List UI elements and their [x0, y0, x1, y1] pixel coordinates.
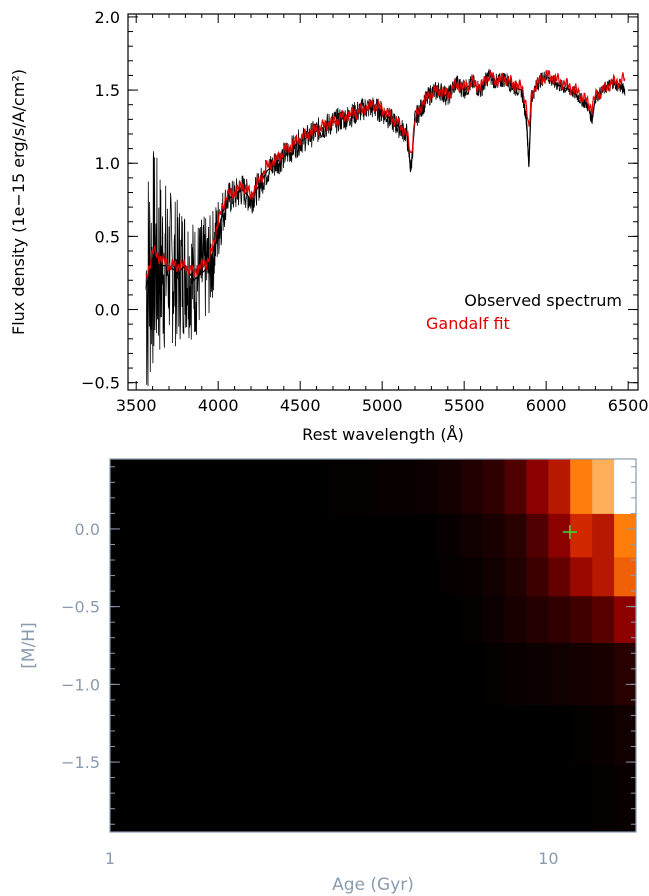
heatmap-cell [614, 459, 637, 514]
spectrum-x-tick-label: 6500 [608, 396, 649, 415]
spectrum-y-tick-label: 2.0 [95, 8, 120, 27]
heatmap-cells [329, 459, 637, 833]
spectrum-x-tick-label: 6000 [526, 396, 567, 415]
heatmap-cell [504, 642, 527, 706]
heatmap-cell [614, 556, 637, 597]
heatmap-cell [504, 459, 527, 514]
spectrum-plot-frame [127, 13, 639, 391]
heatmap-cell [570, 704, 593, 766]
heatmap-cell [526, 459, 549, 514]
spectrum-x-tick-label: 5500 [444, 396, 485, 415]
heatmap-y-tick-label: −1.5 [61, 753, 100, 772]
heatmap-panel: 1 10 −1.5 −1.0 −0.5 0.0 Age (Gyr) [M/H] [19, 458, 637, 895]
heatmap-cell [548, 513, 571, 558]
spectrum-y-tick-label: 1.0 [95, 154, 120, 173]
heatmap-cell [526, 513, 549, 558]
gandalf-fit-line [145, 69, 626, 279]
heatmap-cell [526, 642, 549, 706]
heatmap-cell [438, 459, 462, 514]
heatmap-cell [482, 642, 505, 706]
heatmap-y-tick-label: 0.0 [75, 520, 100, 539]
spectrum-y-tick-label: 0.0 [95, 301, 120, 320]
heatmap-cell [373, 459, 418, 514]
heatmap-cell [504, 595, 527, 643]
heatmap-cell [504, 513, 527, 558]
heatmap-x-tick-label: 1 [105, 849, 115, 868]
heatmap-cell [592, 642, 615, 706]
heatmap-cell [438, 513, 462, 558]
heatmap-cell [548, 642, 571, 706]
heatmap-cell [592, 459, 615, 514]
spectrum-x-tick-label: 4000 [198, 396, 239, 415]
spectrum-x-tick-label: 4500 [280, 396, 321, 415]
heatmap-cell [548, 459, 571, 514]
heatmap-cell [592, 765, 615, 833]
heatmap-cell [460, 459, 484, 514]
heatmap-plot-frame [109, 458, 637, 833]
heatmap-cell [460, 513, 484, 558]
spectrum-x-tick-label: 3500 [116, 396, 157, 415]
heatmap-cell [614, 765, 637, 833]
spectrum-y-tick-label: −0.5 [81, 374, 120, 393]
heatmap-x-axis-label: Age (Gyr) [332, 875, 414, 895]
heatmap-cell [482, 595, 505, 643]
heatmap-cell [614, 704, 637, 766]
heatmap-cell [548, 595, 571, 643]
heatmap-y-tick-label: −1.0 [61, 675, 100, 694]
spectrum-axis-ticks: 3500 4000 4500 5000 5500 6000 6500 −0.5 0.0 0.5 1.… [81, 8, 648, 415]
spectrum-y-tick-label: 0.5 [95, 227, 120, 246]
heatmap-cell [482, 556, 505, 597]
heatmap-y-tick-label: −0.5 [61, 598, 100, 617]
heatmap-cell [614, 642, 637, 706]
spectrum-y-tick-label: 1.5 [95, 81, 120, 100]
heatmap-cell [570, 595, 593, 643]
legend-observed-spectrum: Observed spectrum [464, 291, 622, 310]
heatmap-cell [329, 459, 374, 514]
heatmap-cell [570, 556, 593, 597]
heatmap-cell [592, 704, 615, 766]
heatmap-cell [570, 642, 593, 706]
heatmap-cell [460, 556, 484, 597]
heatmap-cell [526, 556, 549, 597]
heatmap-cell [592, 556, 615, 597]
heatmap-cell [460, 595, 484, 643]
heatmap-cell [438, 556, 462, 597]
heatmap-cell [526, 595, 549, 643]
heatmap-cell [504, 556, 527, 597]
heatmap-cell [570, 459, 593, 514]
best-fit-marker [562, 525, 577, 540]
spectrum-y-axis-label: Flux density (1e−15 erg/s/A/cm²) [9, 69, 28, 335]
legend-gandalf-fit: Gandalf fit [426, 314, 510, 333]
heatmap-cell [614, 595, 637, 643]
spectrum-panel: 3500 4000 4500 5000 5500 6000 6500 −0.5 0.0 0.5 1.… [9, 8, 649, 444]
heatmap-cell [482, 513, 505, 558]
observed-spectrum-line [145, 74, 626, 288]
heatmap-cell [570, 513, 593, 558]
heatmap-axis-ticks: 1 10 −1.5 −1.0 −0.5 0.0 [61, 466, 636, 868]
heatmap-cell [592, 595, 615, 643]
heatmap-cell [482, 459, 505, 514]
heatmap-cell [614, 513, 637, 558]
heatmap-y-axis-label: [M/H] [19, 622, 39, 668]
spectrum-x-axis-label: Rest wavelength (Å) [302, 425, 464, 444]
heatmap-x-tick-label: 10 [538, 849, 558, 868]
spectrum-x-tick-label: 5000 [362, 396, 403, 415]
heatmap-cell [416, 459, 440, 514]
heatmap-cell [548, 556, 571, 597]
heatmap-cell [592, 513, 615, 558]
